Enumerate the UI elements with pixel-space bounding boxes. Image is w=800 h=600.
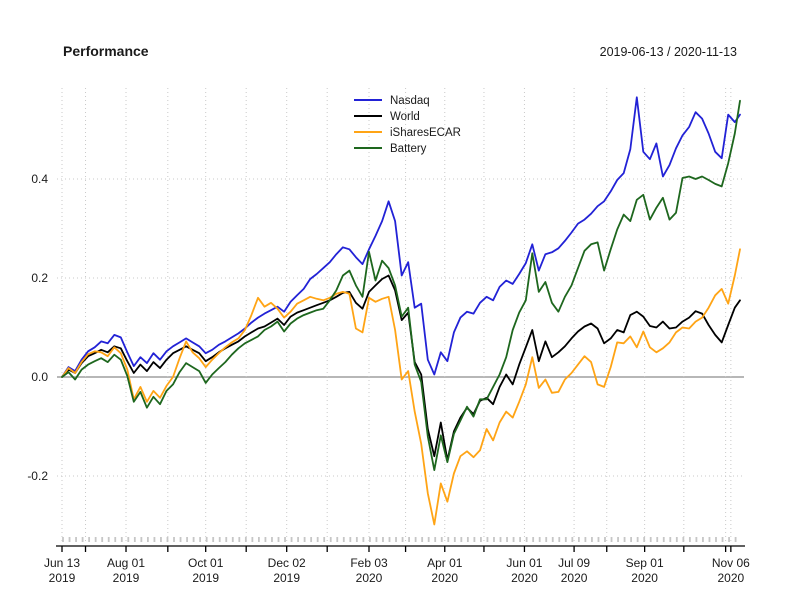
x-tick-label: Jun 13 2019 xyxy=(44,556,80,585)
chart-title: Performance xyxy=(63,43,149,59)
x-tick-label: Sep 01 2020 xyxy=(626,556,664,585)
date-range-label: 2019-06-13 / 2020-11-13 xyxy=(600,45,737,59)
x-tick-label: Nov 06 2020 xyxy=(712,556,750,585)
y-tick-label: -0.2 xyxy=(27,469,48,483)
legend-label-isharesecar: iSharesECAR xyxy=(390,127,461,139)
legend-label-battery: Battery xyxy=(390,143,427,155)
legend-item-nasdaq: Nasdaq xyxy=(354,95,430,107)
x-tick-label: Jul 09 2020 xyxy=(558,556,590,585)
legend-item-world: World xyxy=(354,111,420,123)
series-lines xyxy=(61,96,741,526)
y-tick-label: 0.4 xyxy=(31,172,48,186)
x-tick-label: Apr 01 2020 xyxy=(427,556,463,585)
series-line-isharesecar xyxy=(61,248,741,526)
x-tick-label: Aug 01 2019 xyxy=(107,556,145,585)
legend-label-nasdaq: Nasdaq xyxy=(390,95,430,107)
x-tick-label: Oct 01 2019 xyxy=(188,556,224,585)
x-tick-label: Jun 01 2020 xyxy=(506,556,542,585)
series-line-world xyxy=(61,274,741,462)
y-tick-label: 0.0 xyxy=(31,370,48,384)
x-axis: 0.4 0.2 0.0 -0.2 Jun 13 2019 Aug 01 2019 Oct 01 2… xyxy=(27,172,750,585)
legend-item-isharesecar: iSharesECAR xyxy=(354,127,461,139)
legend-label-world: World xyxy=(390,111,420,123)
chart-legend: Nasdaq World iSharesECAR Battery xyxy=(354,95,461,155)
series-line-battery xyxy=(61,99,741,472)
x-tick-label: Feb 03 2020 xyxy=(350,556,388,585)
x-tick-label: Dec 02 2019 xyxy=(268,556,306,585)
y-tick-label: 0.2 xyxy=(31,271,48,285)
series-line-nasdaq xyxy=(61,96,741,378)
legend-item-battery: Battery xyxy=(354,143,427,155)
